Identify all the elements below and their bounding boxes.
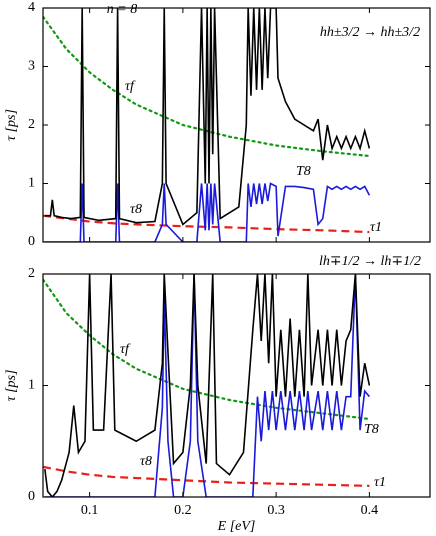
- y-tick-label: 2: [28, 266, 35, 281]
- y-tick-label: 0: [28, 489, 35, 504]
- y-tick-label: 2: [28, 117, 35, 132]
- series-label: τ8: [140, 454, 152, 469]
- series-label: τf: [125, 79, 136, 94]
- series-line: [43, 214, 370, 234]
- series-line: [44, 274, 371, 497]
- annotation: hh±3/2 → hh±3/2: [320, 25, 420, 40]
- series-line: [43, 15, 371, 158]
- y-tick-label: 0: [28, 234, 35, 249]
- panel-title: n = 8: [107, 2, 137, 17]
- series-label: T8: [296, 164, 311, 179]
- series-label: τf: [120, 342, 131, 357]
- series-line: [44, 8, 371, 226]
- series-label: T8: [364, 422, 379, 437]
- y-tick-label: 1: [28, 378, 35, 393]
- plot-area: [43, 8, 371, 242]
- series-label: τ1: [374, 475, 386, 490]
- series-line: [43, 465, 370, 487]
- y-tick-label: 3: [28, 59, 35, 74]
- plot-frame: [42, 7, 431, 243]
- x-axis-label: E [eV]: [217, 519, 256, 534]
- series-label: τ1: [370, 220, 382, 235]
- x-tick-label: 0.3: [267, 503, 285, 518]
- y-tick-label: 4: [28, 0, 35, 15]
- series-label: τ8: [130, 202, 142, 217]
- y-axis-label: τ [ps]: [4, 109, 19, 141]
- annotation: lh∓1/2 → lh∓1/2: [319, 254, 421, 269]
- series-line: [43, 278, 371, 421]
- y-axis-label: τ [ps]: [4, 370, 19, 402]
- plot-area: [43, 274, 371, 497]
- series-line: [44, 182, 371, 242]
- x-tick-label: 0.2: [174, 503, 192, 518]
- x-tick-label: 0.1: [81, 503, 99, 518]
- series-line: [44, 274, 371, 497]
- y-tick-label: 1: [28, 176, 35, 191]
- x-tick-label: 0.4: [361, 503, 379, 518]
